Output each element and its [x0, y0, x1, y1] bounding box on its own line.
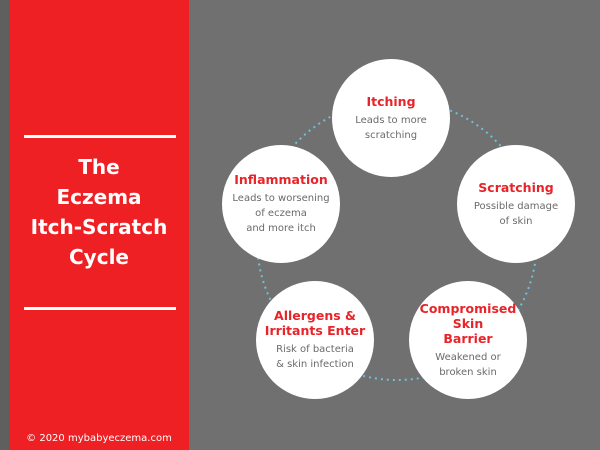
cycle-node-compromised-skin-barrier: Compromised Skin Barrier Weakened or bro…: [409, 281, 527, 399]
cycle-node-scratching: Scratching Possible damage of skin: [457, 145, 575, 263]
node-title: Inflammation: [234, 172, 328, 187]
title-line-3: Itch-Scratch: [30, 215, 168, 239]
left-edge-strip: [0, 0, 9, 450]
title-line-4: Cycle: [69, 245, 129, 269]
cycle-node-allergens-irritants: Allergens & Irritants Enter Risk of bact…: [256, 281, 374, 399]
node-title: Scratching: [478, 179, 554, 195]
title-rule-bottom: [24, 307, 176, 310]
title-line-2: Eczema: [56, 185, 142, 209]
node-description: Leads to more scratching: [355, 114, 427, 141]
node-description: Possible damage of skin: [473, 200, 559, 227]
diagram-title: The Eczema Itch-Scratch Cycle: [9, 152, 189, 272]
copyright-text: © 2020 mybabyeczema.com: [26, 433, 172, 444]
node-title: Itching: [366, 93, 416, 109]
title-panel: [9, 0, 189, 450]
node-description: Weakened or broken skin: [435, 351, 501, 378]
title-line-1: The: [78, 155, 120, 179]
node-title: Allergens & Irritants Enter: [264, 308, 366, 338]
node-title: Compromised Skin Barrier: [419, 300, 517, 346]
node-description: Risk of bacteria & skin infection: [276, 344, 354, 370]
cycle-node-inflammation: Inflammation Leads to worsening of eczem…: [222, 145, 340, 263]
cycle-node-itching: Itching Leads to more scratching: [332, 59, 450, 177]
node-description: Leads to worsening of eczema and more it…: [232, 193, 330, 234]
title-rule-top: [24, 135, 176, 138]
